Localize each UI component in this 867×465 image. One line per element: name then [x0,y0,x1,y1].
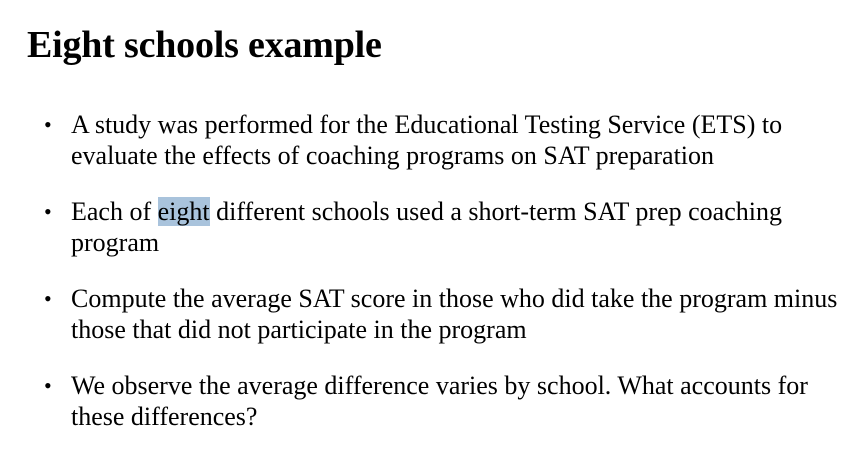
bullet-item: • Each of eight different schools used a… [0,196,840,258]
highlighted-word[interactable]: eight [157,197,210,226]
bullet-item: • Compute the average SAT score in those… [0,283,840,345]
bullet-text: Compute the average SAT score in those w… [71,284,838,344]
bullet-text-before: Each of [71,197,158,226]
bullet-text: We observe the average difference varies… [71,371,808,431]
slide-title: Eight schools example [27,24,382,66]
bullet-item: • A study was performed for the Educatio… [0,109,840,171]
bullet-icon: • [44,199,52,224]
bullet-list: • A study was performed for the Educatio… [0,109,840,457]
bullet-text: A study was performed for the Educationa… [71,110,783,170]
bullet-item: • We observe the average difference vari… [0,370,840,432]
bullet-icon: • [44,373,52,398]
bullet-text-after: different schools used a short-term SAT … [71,197,782,257]
bullet-icon: • [44,286,52,311]
bullet-icon: • [44,112,52,137]
